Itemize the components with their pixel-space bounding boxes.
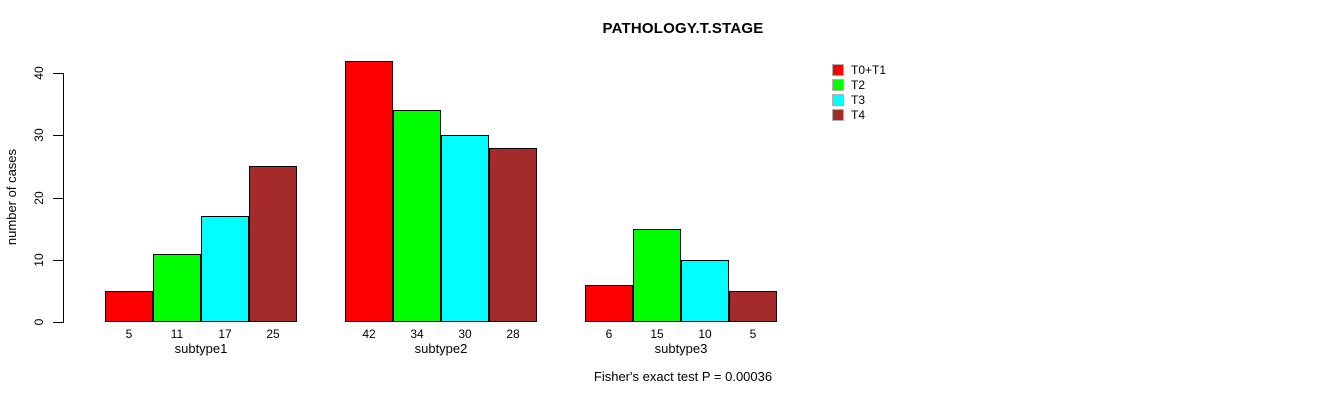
y-axis-line xyxy=(63,73,64,323)
bar-value-subtype1-T0+T1: 5 xyxy=(125,327,133,341)
bar-value-subtype1-T2: 11 xyxy=(170,327,184,341)
legend-swatch-T2 xyxy=(832,79,844,91)
legend-label-T0+T1: T0+T1 xyxy=(851,63,887,77)
statistical-annotation: Fisher's exact test P = 0.00036 xyxy=(593,369,773,384)
legend-item-T2: T2 xyxy=(832,79,886,91)
y-tick-mark-30 xyxy=(53,135,63,136)
bar-value-subtype3-T0+T1: 6 xyxy=(605,327,613,341)
y-tick-label-10: 10 xyxy=(32,253,46,267)
y-tick-mark-10 xyxy=(53,260,63,261)
legend-swatch-T4 xyxy=(832,109,844,121)
legend-label-T3: T3 xyxy=(851,93,866,107)
chart-title: PATHOLOGY.T.STAGE xyxy=(602,20,764,37)
bar-value-subtype3-T3: 10 xyxy=(698,327,712,341)
bar-value-subtype1-T4: 25 xyxy=(266,327,280,341)
y-tick-label-20: 20 xyxy=(32,191,46,205)
legend-label-T4: T4 xyxy=(851,108,866,122)
bar-value-subtype2-T0+T1: 42 xyxy=(362,327,376,341)
bar-value-subtype2-T4: 28 xyxy=(506,327,520,341)
y-tick-label-0: 0 xyxy=(32,318,46,326)
legend-swatch-T3 xyxy=(832,94,844,106)
legend-item-T0+T1: T0+T1 xyxy=(832,64,886,76)
legend: T0+T1 T2 T3 T4 xyxy=(832,64,886,124)
bar-value-subtype2-T2: 34 xyxy=(410,327,424,341)
legend-item-T3: T3 xyxy=(832,94,886,106)
group-label-subtype1: subtype1 xyxy=(174,341,228,356)
bar-subtype3-T0+T1 xyxy=(585,285,633,322)
bar-subtype3-T4 xyxy=(729,291,777,322)
y-tick-label-40: 40 xyxy=(32,66,46,80)
bar-subtype2-T2 xyxy=(393,110,441,322)
bar-value-subtype3-T2: 15 xyxy=(650,327,664,341)
legend-swatch-T0+T1 xyxy=(832,64,844,76)
bar-subtype3-T2 xyxy=(633,229,681,322)
bar-subtype2-T3 xyxy=(441,135,489,322)
legend-label-T2: T2 xyxy=(851,78,866,92)
legend-item-T4: T4 xyxy=(832,109,886,121)
bar-value-subtype1-T3: 17 xyxy=(218,327,232,341)
bar-subtype1-T2 xyxy=(153,254,201,322)
bar-subtype1-T4 xyxy=(249,166,297,322)
bar-subtype1-T3 xyxy=(201,216,249,322)
bar-subtype1-T0+T1 xyxy=(105,291,153,322)
group-label-subtype2: subtype2 xyxy=(414,341,468,356)
y-tick-label-30: 30 xyxy=(32,128,46,142)
bar-subtype2-T0+T1 xyxy=(345,61,393,322)
y-tick-mark-40 xyxy=(53,73,63,74)
bar-value-subtype2-T3: 30 xyxy=(458,327,472,341)
bar-subtype3-T3 xyxy=(681,260,729,322)
y-tick-mark-0 xyxy=(53,322,63,323)
bar-subtype2-T4 xyxy=(489,148,537,322)
y-tick-mark-20 xyxy=(53,198,63,199)
group-label-subtype3: subtype3 xyxy=(654,341,708,356)
y-axis-title: number of cases xyxy=(4,148,19,246)
bar-value-subtype3-T4: 5 xyxy=(749,327,757,341)
